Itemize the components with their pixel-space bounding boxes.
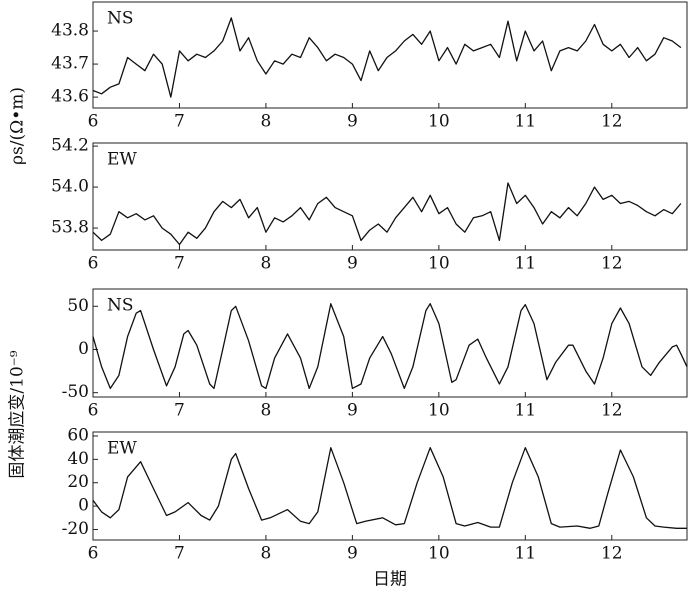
x-tick-label: 9 [347, 254, 358, 274]
y-axis-label: 固体潮应变/10⁻⁹ [8, 350, 28, 478]
x-tick-label: 10 [428, 544, 450, 564]
x-tick-label: 12 [601, 401, 623, 421]
y-tick-label: 43.8 [51, 21, 89, 41]
x-tick-label: 11 [514, 254, 536, 274]
x-tick-label: 8 [261, 254, 272, 274]
panel-label: EW [107, 150, 137, 170]
x-tick-label: 6 [88, 544, 99, 564]
x-tick-label: 7 [174, 112, 185, 132]
y-tick-label: 54.0 [51, 177, 89, 197]
x-tick-label: 6 [88, 254, 99, 274]
y-tick-label: 0 [78, 496, 89, 516]
y-tick-label: 53.8 [51, 218, 89, 238]
y-tick-label: -50 [62, 382, 89, 402]
panel-label: NS [107, 9, 134, 29]
y-tick-label: 40 [67, 449, 89, 469]
plot-frame [92, 288, 688, 398]
x-tick-label: 10 [428, 401, 450, 421]
y-axis-label: ρs/(Ω•m) [8, 87, 28, 165]
x-tick-label: 7 [174, 254, 185, 274]
x-tick-label: 10 [428, 254, 450, 274]
y-tick-label: 54.2 [51, 136, 89, 156]
x-tick-label: 10 [428, 112, 450, 132]
x-tick-label: 11 [514, 401, 536, 421]
x-tick-label: 11 [514, 544, 536, 564]
y-tick-label: 50 [67, 296, 89, 316]
x-tick-label: 7 [174, 544, 185, 564]
data-line [92, 17, 682, 98]
x-tick-label: 12 [601, 254, 623, 274]
x-tick-label: 8 [261, 401, 272, 421]
x-tick-label: 11 [514, 112, 536, 132]
x-tick-label: 9 [347, 544, 358, 564]
data-line [92, 447, 687, 529]
plot-frame [92, 1, 688, 109]
y-tick-label: 20 [67, 472, 89, 492]
x-tick-label: 6 [88, 112, 99, 132]
data-line [92, 303, 688, 390]
x-tick-label: 12 [601, 544, 623, 564]
x-tick-label: 7 [174, 401, 185, 421]
y-tick-label: 43.6 [51, 87, 89, 107]
y-tick-label: 0 [78, 339, 89, 359]
data-line [92, 182, 682, 246]
x-tick-label: 9 [347, 401, 358, 421]
x-axis-label: 日期 [373, 570, 407, 590]
y-tick-label: 60 [67, 425, 89, 445]
x-tick-label: 12 [601, 112, 623, 132]
y-tick-label: -20 [62, 519, 89, 539]
x-tick-label: 8 [261, 112, 272, 132]
x-tick-label: 8 [261, 544, 272, 564]
y-tick-label: 43.7 [51, 54, 89, 74]
x-tick-label: 9 [347, 112, 358, 132]
x-tick-label: 6 [88, 401, 99, 421]
panel-label: NS [107, 296, 134, 316]
panel-label: EW [107, 439, 137, 459]
plot-frame [92, 142, 688, 251]
plot-frame [92, 431, 688, 541]
